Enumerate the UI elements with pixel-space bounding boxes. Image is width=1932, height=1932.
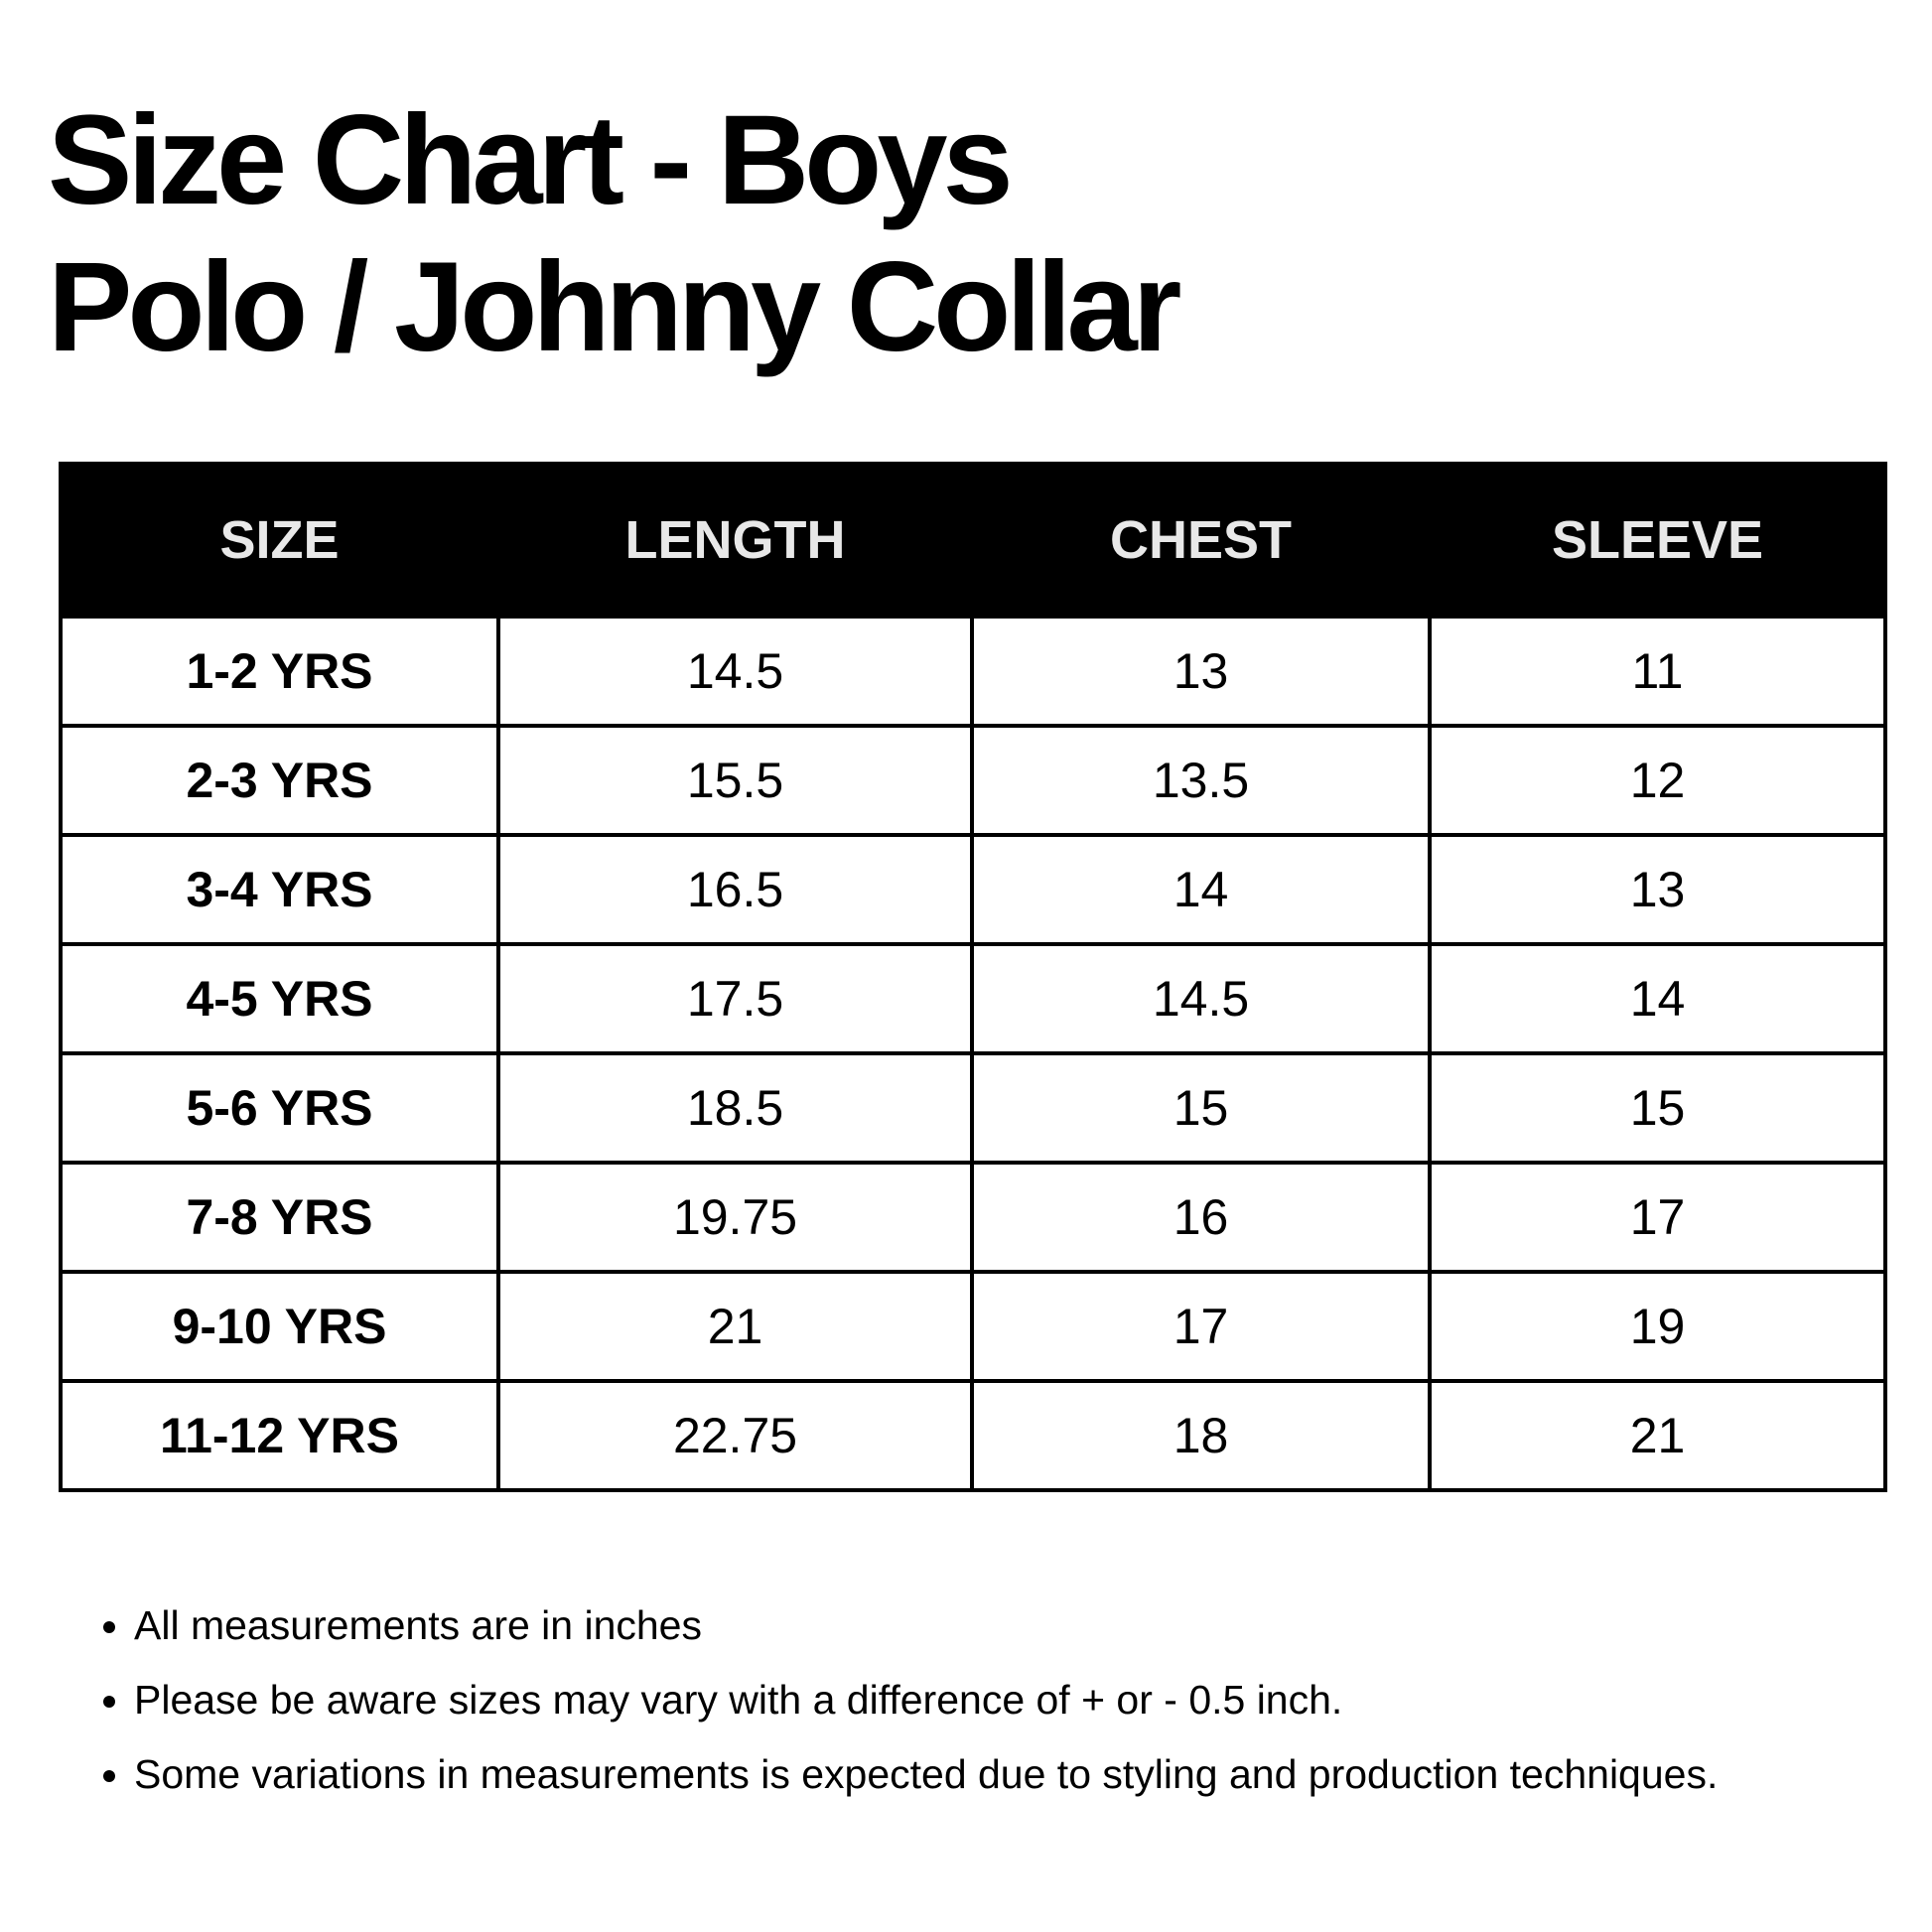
- size-cell: 1-2 YRS: [59, 615, 500, 728]
- title: Size Chart - Boys Polo / Johnny Collar: [48, 87, 1181, 381]
- column-header: CHEST: [970, 462, 1432, 619]
- value-cell: 22.75: [496, 1379, 974, 1492]
- note: Please be aware sizes may vary with a di…: [134, 1663, 1912, 1737]
- header-row: SIZE LENGTH CHEST SLEEVE: [59, 462, 1887, 619]
- value-cell: 13: [1428, 833, 1887, 946]
- table-row: 7-8 YRS 19.75 16 17: [59, 1161, 1887, 1274]
- value-cell: 15: [1428, 1051, 1887, 1165]
- value-cell: 13.5: [970, 724, 1432, 837]
- size-cell: 3-4 YRS: [59, 833, 500, 946]
- table-row: 9-10 YRS 21 17 19: [59, 1270, 1887, 1383]
- value-cell: 13: [970, 615, 1432, 728]
- value-cell: 17.5: [496, 942, 974, 1055]
- note: Some variations in measurements is expec…: [134, 1737, 1912, 1812]
- title-line: Size Chart - Boys: [48, 89, 1014, 231]
- column-header: LENGTH: [496, 462, 974, 619]
- size-cell: 7-8 YRS: [59, 1161, 500, 1274]
- size-cell: 5-6 YRS: [59, 1051, 500, 1165]
- value-cell: 14: [970, 833, 1432, 946]
- table-body: 1-2 YRS 14.5 13 11 2-3 YRS 15.5 13.5 12 3-4 YRS 1…: [59, 615, 1887, 1492]
- size-cell: 11-12 YRS: [59, 1379, 500, 1492]
- value-cell: 17: [970, 1270, 1432, 1383]
- table-head: SIZE LENGTH CHEST SLEEVE: [59, 462, 1887, 619]
- value-cell: 16: [970, 1161, 1432, 1274]
- title-line: Polo / Johnny Collar: [48, 236, 1181, 378]
- size-cell: 2-3 YRS: [59, 724, 500, 837]
- value-cell: 18: [970, 1379, 1432, 1492]
- size-cell: 9-10 YRS: [59, 1270, 500, 1383]
- size-cell: 4-5 YRS: [59, 942, 500, 1055]
- column-header: SIZE: [59, 462, 500, 619]
- value-cell: 15: [970, 1051, 1432, 1165]
- value-cell: 21: [1428, 1379, 1887, 1492]
- notes: All measurements are in inchesPlease be …: [105, 1588, 1912, 1812]
- column-header: SLEEVE: [1428, 462, 1887, 619]
- value-cell: 21: [496, 1270, 974, 1383]
- table-row: 1-2 YRS 14.5 13 11: [59, 615, 1887, 728]
- value-cell: 18.5: [496, 1051, 974, 1165]
- value-cell: 16.5: [496, 833, 974, 946]
- table-row: 11-12 YRS 22.75 18 21: [59, 1379, 1887, 1492]
- table-row: 4-5 YRS 17.5 14.5 14: [59, 942, 1887, 1055]
- value-cell: 11: [1428, 615, 1887, 728]
- value-cell: 17: [1428, 1161, 1887, 1274]
- value-cell: 15.5: [496, 724, 974, 837]
- value-cell: 14.5: [970, 942, 1432, 1055]
- value-cell: 19: [1428, 1270, 1887, 1383]
- note: All measurements are in inches: [134, 1588, 1912, 1663]
- value-cell: 19.75: [496, 1161, 974, 1274]
- table-row: 5-6 YRS 18.5 15 15: [59, 1051, 1887, 1165]
- value-cell: 12: [1428, 724, 1887, 837]
- table-row: 3-4 YRS 16.5 14 13: [59, 833, 1887, 946]
- value-cell: 14: [1428, 942, 1887, 1055]
- size-table: SIZE LENGTH CHEST SLEEVE 1-2 YRS 14.5 13 11 2-3…: [59, 462, 1887, 1492]
- value-cell: 14.5: [496, 615, 974, 728]
- table-row: 2-3 YRS 15.5 13.5 12: [59, 724, 1887, 837]
